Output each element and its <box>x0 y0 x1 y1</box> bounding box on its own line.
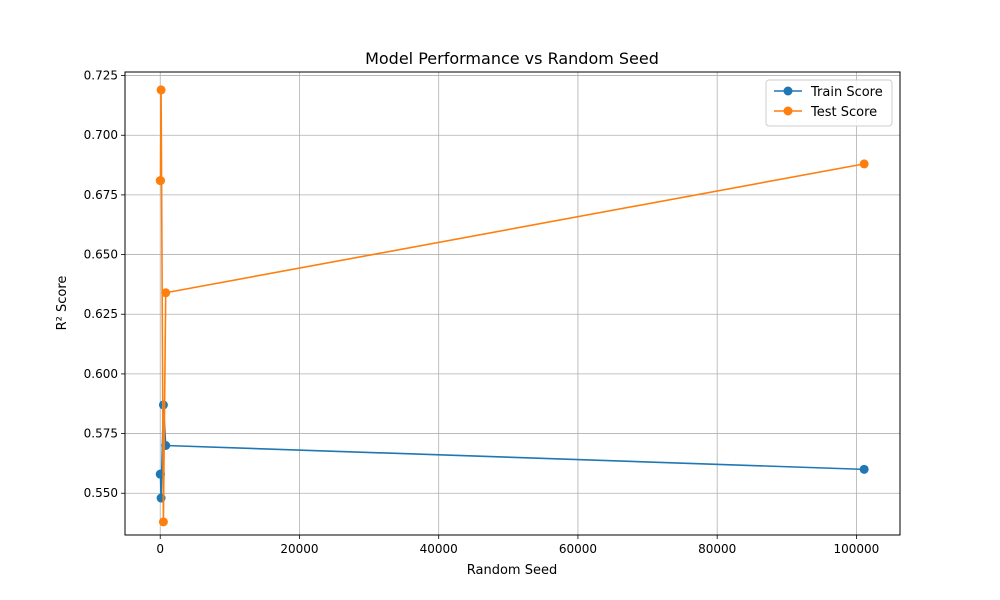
y-tick-label: 0.650 <box>84 248 118 262</box>
data-point-train-score <box>859 464 869 474</box>
plot-frame <box>124 71 901 536</box>
y-tick-label: 0.625 <box>84 307 118 321</box>
y-tick-label: 0.675 <box>84 188 118 202</box>
data-point-test-score <box>161 288 171 298</box>
x-axis-label: Random Seed <box>467 563 557 578</box>
x-tick-label: 100000 <box>834 542 880 556</box>
series-layer <box>155 85 869 527</box>
legend-marker-test-score <box>783 106 793 116</box>
x-tick-label: 20000 <box>280 542 318 556</box>
data-point-test-score <box>158 517 168 527</box>
legend-marker-train-score <box>783 86 793 96</box>
data-point-test-score <box>156 85 166 95</box>
y-axis-ticks: 0.550 0.575 0.600 0.625 0.650 0.675 0.700 0.725 <box>84 69 125 500</box>
y-tick-label: 0.725 <box>84 69 118 83</box>
x-axis-ticks: 0 20000 40000 60000 80000 100000 <box>156 535 879 556</box>
y-tick-label: 0.600 <box>84 367 118 381</box>
x-tick-label: 0 <box>156 542 164 556</box>
grid <box>125 72 900 535</box>
legend-label-test-score: Test Score <box>810 105 877 120</box>
y-axis-label: R² Score <box>55 276 70 331</box>
x-tick-label: 40000 <box>420 542 458 556</box>
y-tick-label: 0.575 <box>84 427 118 441</box>
data-point-test-score <box>859 159 869 169</box>
x-tick-label: 60000 <box>559 542 597 556</box>
data-point-test-score <box>156 176 166 186</box>
chart-title: Model Performance vs Random Seed <box>365 49 659 68</box>
y-tick-label: 0.700 <box>84 128 118 142</box>
y-tick-label: 0.550 <box>84 486 118 500</box>
x-tick-label: 80000 <box>698 542 736 556</box>
legend: Train Score Test Score <box>765 79 893 127</box>
legend-label-train-score: Train Score <box>810 85 883 100</box>
